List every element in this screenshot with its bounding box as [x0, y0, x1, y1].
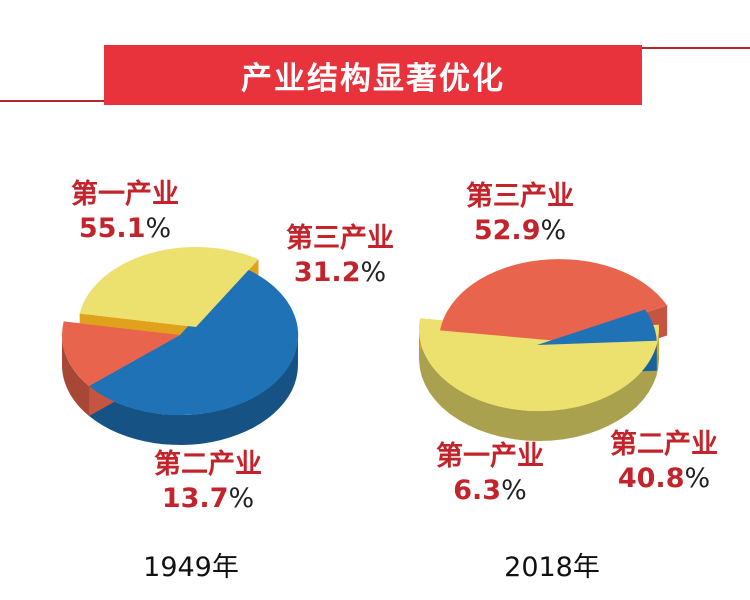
slice-unit: %: [501, 475, 527, 506]
year-label-2018: 2018年: [504, 552, 600, 583]
slice-unit: %: [684, 463, 711, 494]
label-2018-secondary: 第二产业 40.8%: [594, 428, 734, 496]
slice-unit: %: [145, 213, 172, 244]
slice-top-secondary: [440, 259, 668, 341]
slice-wall-primary: [89, 335, 298, 445]
slice-top-secondary: [62, 321, 180, 386]
slice-top-primary: [537, 309, 657, 345]
slice-top-tertiary: [79, 247, 259, 327]
slice-name: 第三产业: [466, 181, 574, 212]
label-1949-tertiary: 第三产业 31.2%: [270, 222, 410, 290]
pie-2018年: [418, 259, 668, 441]
slice-wall-tertiary: [419, 329, 659, 441]
slice-value: 6.3: [453, 475, 502, 506]
slice-name: 第三产业: [286, 223, 394, 254]
slice-name: 第一产业: [436, 441, 544, 472]
slice-unit: %: [360, 257, 387, 288]
slice-value: 52.9: [473, 215, 541, 246]
label-1949-secondary: 第二产业 13.7%: [138, 448, 278, 516]
pie-1949年: [62, 247, 299, 445]
slice-name: 第二产业: [154, 449, 262, 480]
slice-wall-secondary: [62, 335, 90, 416]
slice-unit: %: [540, 215, 567, 246]
label-1949-primary: 第一产业 55.1%: [60, 178, 190, 246]
slice-name: 第二产业: [610, 429, 718, 460]
page-title: 产业结构显著优化: [241, 60, 505, 97]
slice-value: 13.7: [161, 483, 229, 514]
label-2018-tertiary: 第三产业 52.9%: [450, 180, 590, 248]
slice-top-primary: [89, 267, 299, 416]
year-label-1949: 1949年: [143, 552, 239, 583]
slice-value: 31.2: [293, 257, 361, 288]
slice-value: 40.8: [617, 463, 685, 494]
title-banner: 产业结构显著优化: [104, 45, 642, 105]
header-rule-right: [642, 47, 750, 49]
slice-value: 55.1: [78, 213, 146, 244]
slice-unit: %: [228, 483, 255, 514]
slice-name: 第一产业: [71, 179, 179, 210]
label-2018-primary: 第一产业 6.3%: [420, 440, 560, 508]
header-rule-left: [0, 100, 104, 102]
